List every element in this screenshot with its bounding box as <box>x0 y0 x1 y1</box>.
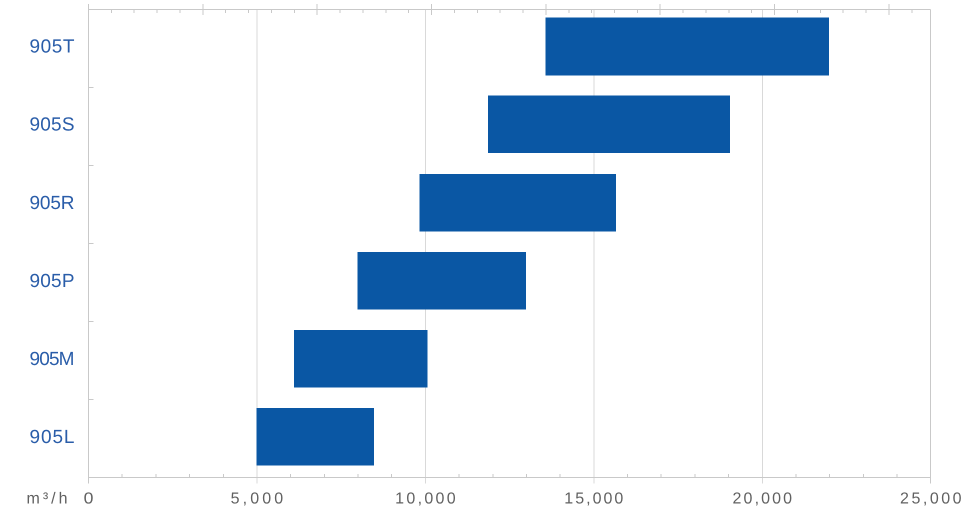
svg-text:m³/h: m³/h <box>27 491 68 508</box>
svg-text:10,000: 10,000 <box>395 491 456 508</box>
svg-text:20,000: 20,000 <box>733 491 793 508</box>
svg-text:905T: 905T <box>30 37 75 58</box>
svg-text:905S: 905S <box>30 115 75 136</box>
svg-text:5,000: 5,000 <box>231 491 284 508</box>
svg-text:905R: 905R <box>30 193 75 214</box>
svg-text:905P: 905P <box>30 271 75 292</box>
svg-text:905M: 905M <box>30 349 75 370</box>
svg-text:905L: 905L <box>30 427 75 448</box>
svg-text:25,000: 25,000 <box>900 491 962 508</box>
svg-text:15,000: 15,000 <box>564 491 623 508</box>
svg-text:0: 0 <box>84 491 94 508</box>
